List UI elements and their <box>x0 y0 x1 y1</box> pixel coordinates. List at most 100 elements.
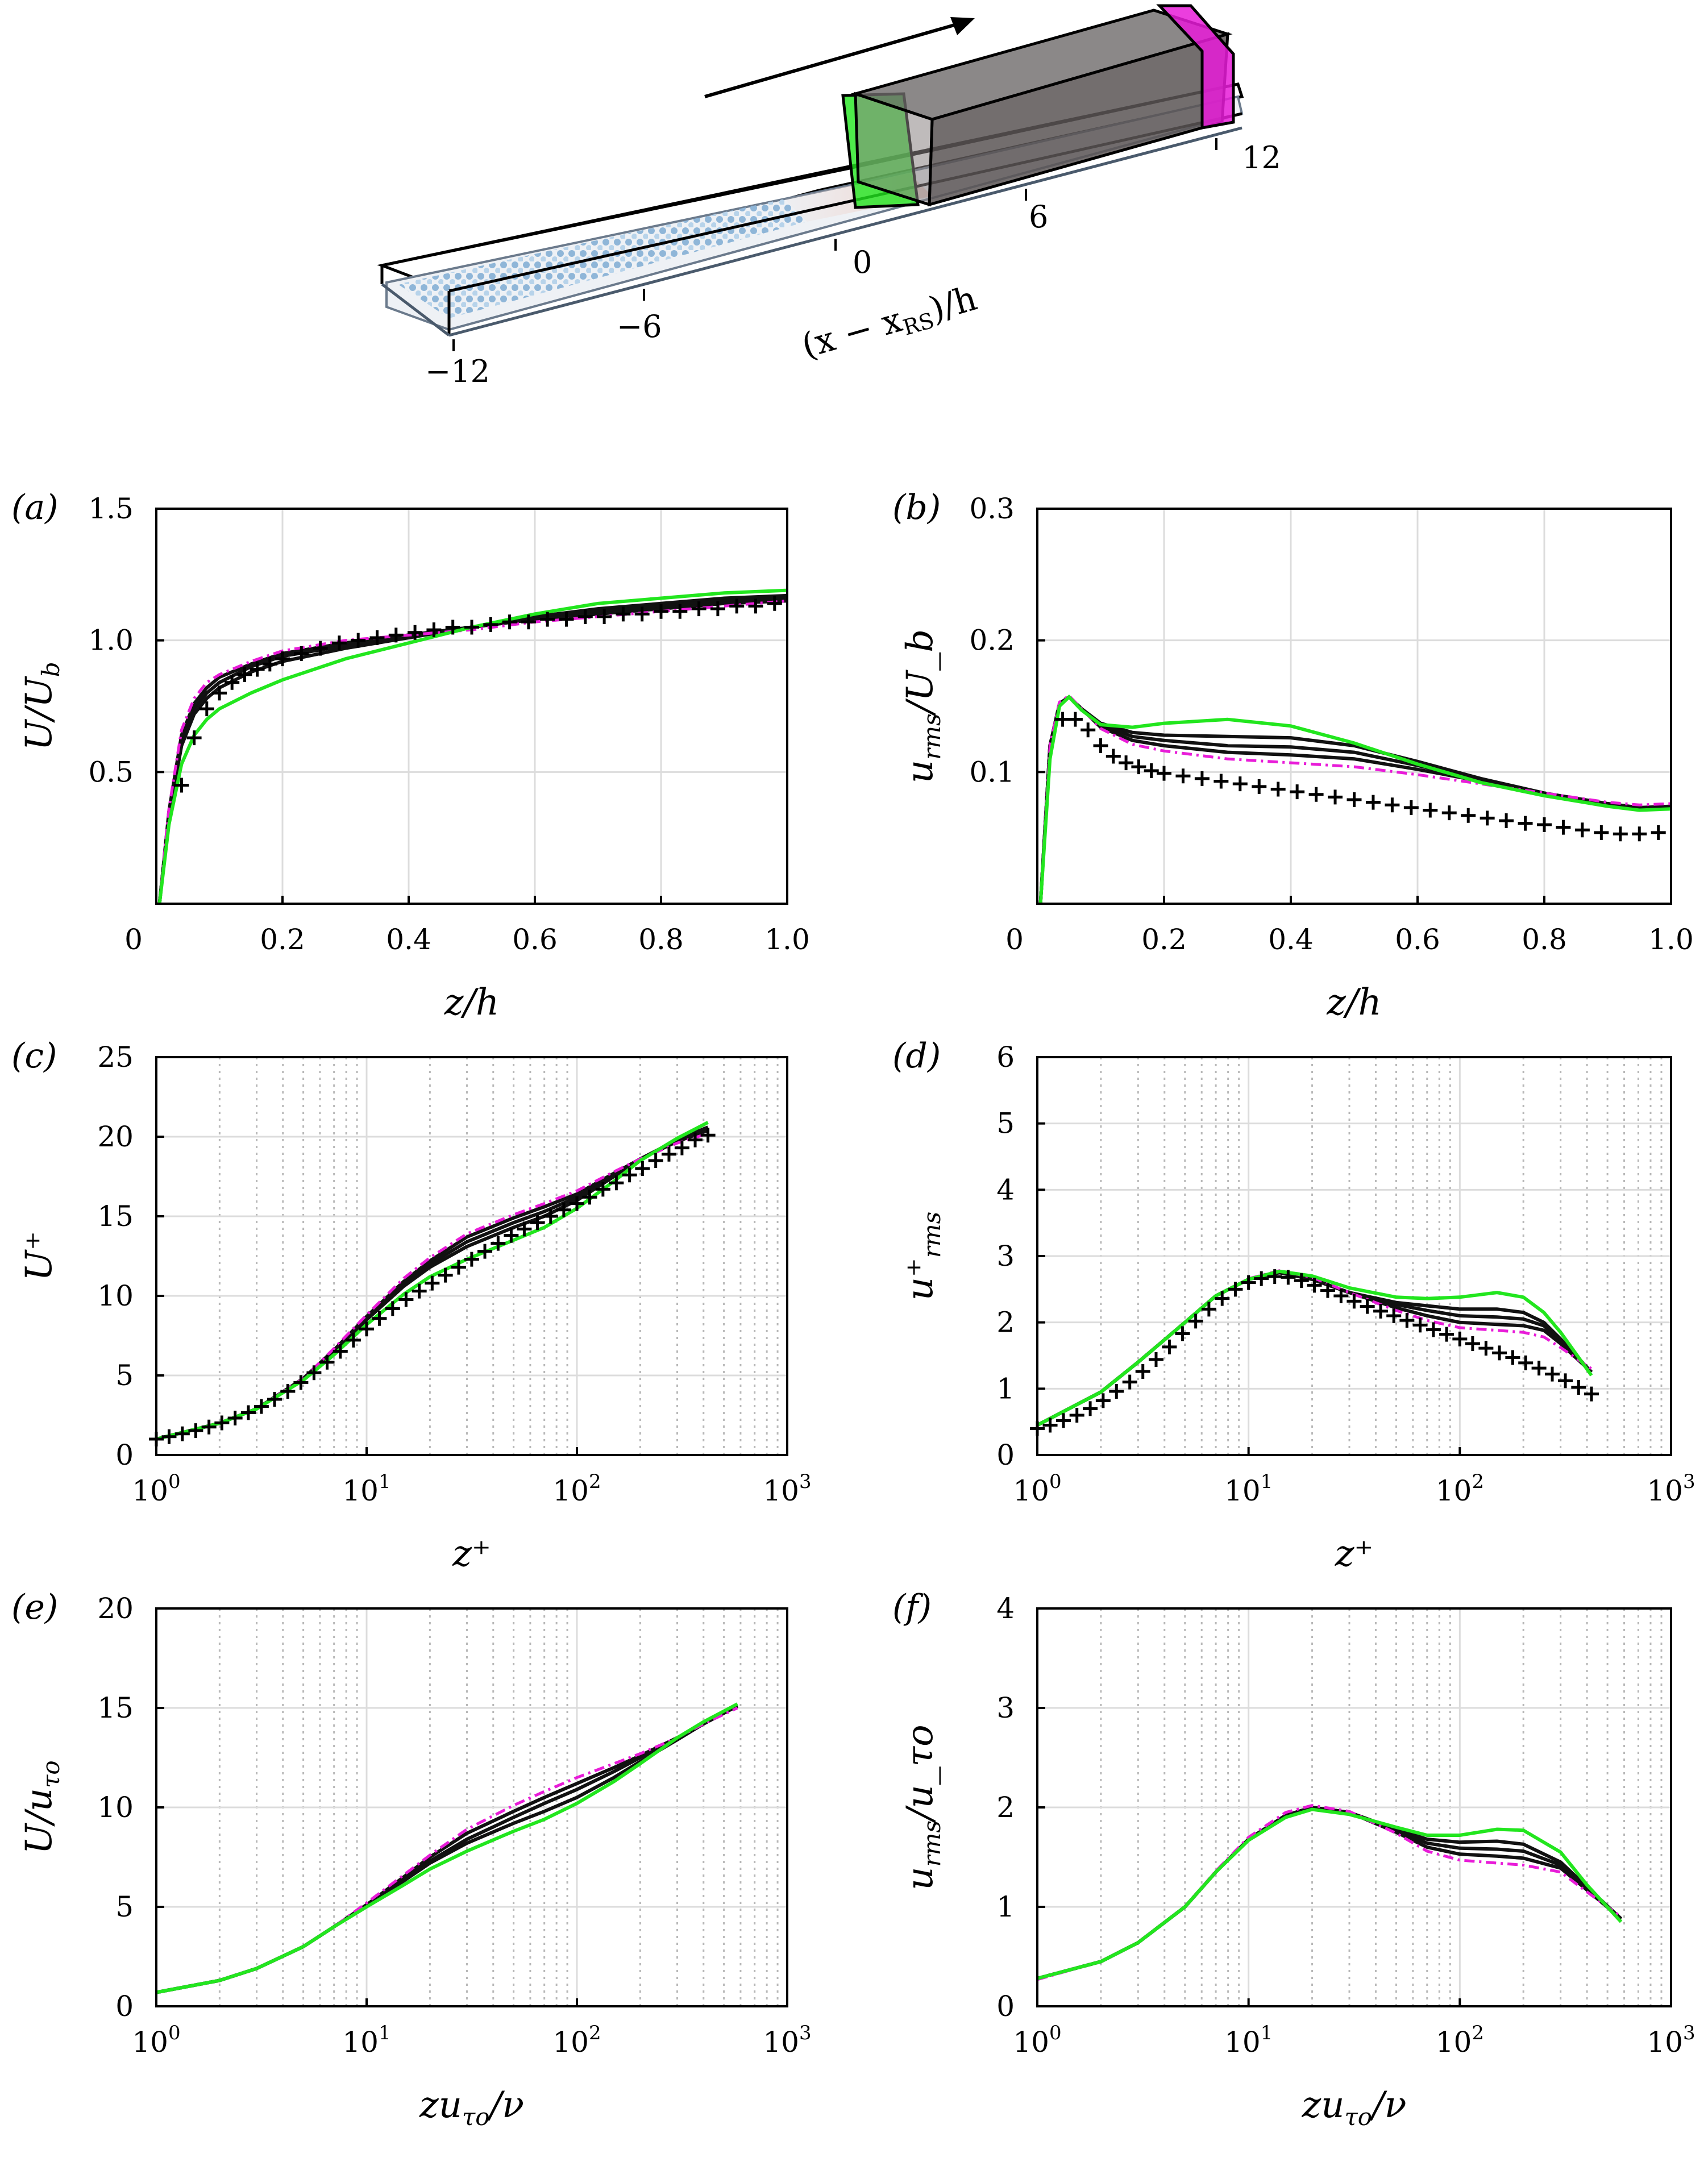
data-point-plus <box>1083 1401 1098 1416</box>
data-point-plus <box>1412 1317 1428 1333</box>
data-point-plus <box>691 601 707 617</box>
data-point-plus <box>359 1321 374 1337</box>
data-point-plus <box>491 1236 506 1251</box>
y-tick-label: 10 <box>97 1791 134 1824</box>
data-point-plus <box>227 1411 243 1426</box>
grid-c <box>155 1056 788 1456</box>
data-point-plus <box>674 1140 689 1155</box>
data-point-plus <box>1439 1327 1454 1342</box>
data-point-plus <box>199 701 214 717</box>
data-point-plus <box>161 1429 177 1444</box>
data-point-plus <box>351 633 366 648</box>
data-point-plus <box>1426 1322 1441 1337</box>
data-point-plus <box>1461 808 1476 823</box>
x-tick-label: 102 <box>1436 1470 1484 1507</box>
data-point-plus <box>1056 1413 1071 1428</box>
data-point-plus <box>1594 825 1609 840</box>
data-point-plus <box>729 598 745 614</box>
data-point-plus <box>530 1215 545 1231</box>
data-point-plus <box>1254 1271 1269 1286</box>
x-tick-label: 103 <box>763 1470 811 1507</box>
roughness-elements <box>398 199 807 318</box>
y-tick-label: 1 <box>996 1372 1015 1405</box>
data-point-plus <box>425 1275 440 1291</box>
data-point-plus <box>1093 738 1108 753</box>
data-point-plus <box>710 601 725 617</box>
data-point-plus <box>1558 1373 1573 1389</box>
data-point-plus <box>502 614 517 630</box>
data-point-plus <box>1294 1273 1309 1288</box>
data-point-plus <box>570 1196 584 1211</box>
series-line-magenta <box>1037 1803 1622 1981</box>
y-tick-label: 20 <box>97 1592 134 1625</box>
data-point-plus <box>1537 817 1552 832</box>
axes-frame <box>1036 508 1672 905</box>
data-point-plus <box>188 1423 203 1439</box>
x-tick-label: 0.4 <box>1268 923 1314 956</box>
grid-a <box>155 508 788 904</box>
data-point-plus <box>201 1419 217 1435</box>
series-line-magenta <box>158 599 788 904</box>
x-axis-label-text: zuτo/ν <box>419 2084 524 2131</box>
data-point-plus <box>385 1301 400 1316</box>
y-axis-label: U⁺ <box>18 1231 60 1281</box>
y-tick-label: 2 <box>996 1791 1015 1824</box>
data-point-plus <box>1175 1326 1190 1341</box>
y-tick-label: 5 <box>115 1890 134 1923</box>
data-point-plus <box>294 646 309 661</box>
data-point-plus <box>1499 813 1514 829</box>
data-point-plus <box>1241 1275 1256 1290</box>
data-point-plus <box>1055 712 1070 727</box>
schematic-tick-minus6: −6 <box>617 309 662 344</box>
data-point-plus <box>306 1365 322 1381</box>
y-tick-label: 1.5 <box>88 492 134 525</box>
data-point-plus <box>369 630 385 646</box>
svg-text:(x − xRS)/h: (x − xRS)/h <box>797 278 982 368</box>
data-point-plus <box>483 617 498 632</box>
panel-f: 100 101 102 103 0 1 2 3 4 zuτo/ν urms/u_τo (f) <box>892 1587 1695 2131</box>
x-tick-label: 1.0 <box>1648 923 1694 956</box>
x-axis-label-text: zuτo/ν <box>1302 2084 1407 2131</box>
y-tick-label: 3 <box>996 1240 1015 1273</box>
series-line-black <box>1037 1805 1623 1980</box>
data-point-plus <box>504 1228 519 1243</box>
data-point-plus <box>319 1354 335 1370</box>
data-point-plus <box>1109 1384 1124 1399</box>
y-axis-label: U/Ub <box>18 662 65 750</box>
series-markers <box>174 596 782 793</box>
x-tick-label: 103 <box>1647 1470 1695 1507</box>
data-point-plus <box>1333 1288 1349 1303</box>
data-point-plus <box>275 651 290 667</box>
x-tick-label: 0.6 <box>512 923 558 956</box>
data-point-plus <box>540 612 555 627</box>
data-point-plus <box>1215 1291 1230 1306</box>
panel-label: (d) <box>892 1036 941 1076</box>
x-tick-label: 102 <box>1436 2022 1484 2059</box>
grid-e <box>155 1607 788 2007</box>
series-line-black <box>1037 1805 1623 1980</box>
y-tick-label: 10 <box>97 1279 134 1312</box>
data-point-plus <box>451 1259 466 1275</box>
panel-label: (c) <box>11 1036 57 1076</box>
domain-schematic: −12 −6 0 6 12 (x − xRS)/h <box>377 4 1281 389</box>
data-point-plus <box>477 1244 493 1259</box>
series-line-green <box>1036 1269 1593 1427</box>
data-point-plus <box>280 1384 296 1399</box>
data-point-plus <box>464 1252 479 1267</box>
data-point-plus <box>1399 1313 1415 1328</box>
data-point-plus <box>616 606 631 622</box>
data-point-plus <box>1201 1302 1216 1317</box>
y-tick-label: 2 <box>996 1306 1015 1339</box>
y-tick-label: 0.3 <box>969 492 1015 525</box>
data-point-plus <box>254 1399 269 1414</box>
x-axis-label-text: z/h <box>1326 982 1382 1024</box>
schematic-tick-12: 12 <box>1242 140 1281 176</box>
data-point-plus <box>577 609 593 624</box>
x-tick-label: 101 <box>342 1470 390 1507</box>
outlet-plane-magenta <box>1156 4 1235 130</box>
axes-frame <box>155 508 788 905</box>
data-point-plus <box>1069 1408 1084 1423</box>
data-point-plus <box>634 606 650 622</box>
data-point-plus <box>331 635 347 651</box>
x-tick-label: 102 <box>552 2022 601 2059</box>
